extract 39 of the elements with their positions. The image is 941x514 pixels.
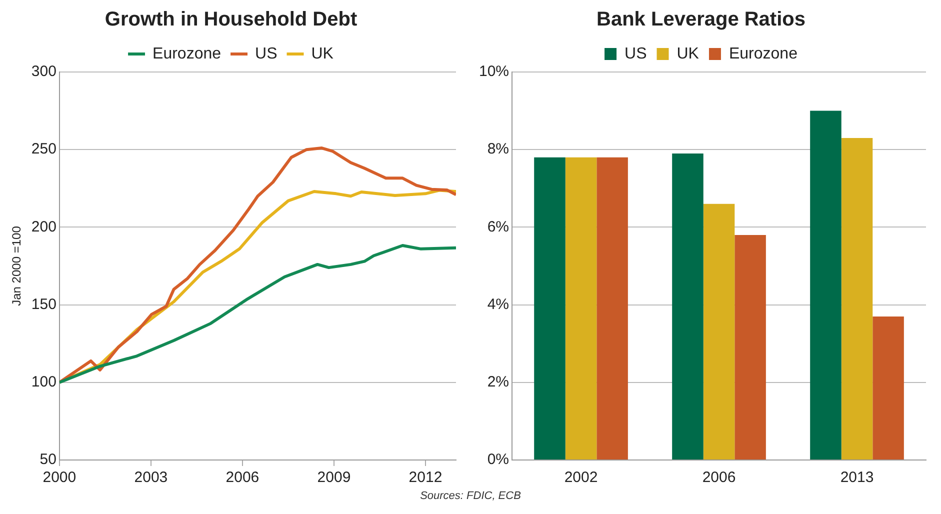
bar: [810, 110, 842, 460]
bar: [734, 234, 766, 460]
legend-label: UK: [676, 45, 700, 62]
bar: [565, 157, 597, 460]
y-tick-label: 10%: [478, 63, 510, 80]
x-tick-label: 2002: [564, 469, 598, 486]
chart-title: Growth in Household Debt: [104, 8, 358, 31]
y-tick-label: 8%: [487, 140, 510, 158]
x-tick-label: 2012: [408, 469, 442, 486]
x-tick-label: 2006: [226, 469, 260, 486]
y-tick-label: 200: [31, 218, 56, 236]
y-axis-title: Jan 2000 =100: [10, 226, 24, 306]
bar: [872, 316, 904, 460]
legend-label: Eurozone: [728, 45, 798, 62]
x-tick-label: 2006: [702, 469, 736, 486]
bar: [841, 138, 873, 460]
x-tick-label: 2013: [840, 469, 874, 486]
y-tick-label: 6%: [487, 218, 510, 236]
bar: [672, 153, 704, 460]
x-tick-label: 2000: [42, 469, 76, 486]
bar: [703, 204, 735, 460]
y-tick-label: 2%: [487, 374, 510, 391]
legend-label: UK: [311, 45, 334, 62]
legend-label: US: [255, 45, 278, 62]
y-tick-label: 4%: [487, 296, 510, 313]
y-tick-label: 300: [31, 63, 56, 80]
bar: [534, 157, 566, 460]
y-tick-label: 100: [31, 374, 56, 391]
legend-label: Eurozone: [152, 45, 222, 62]
y-tick-label: 0%: [487, 451, 510, 468]
source-note: Sources: FDIC, ECB: [419, 490, 522, 502]
y-tick-label: 150: [31, 296, 56, 313]
legend-label: US: [624, 45, 647, 62]
chart-title: Bank Leverage Ratios: [596, 8, 806, 31]
y-tick-label: 50: [40, 451, 56, 468]
bar: [596, 157, 628, 460]
x-tick-label: 2009: [317, 469, 351, 486]
x-tick-label: 2003: [134, 469, 168, 486]
y-tick-label: 250: [31, 140, 56, 158]
